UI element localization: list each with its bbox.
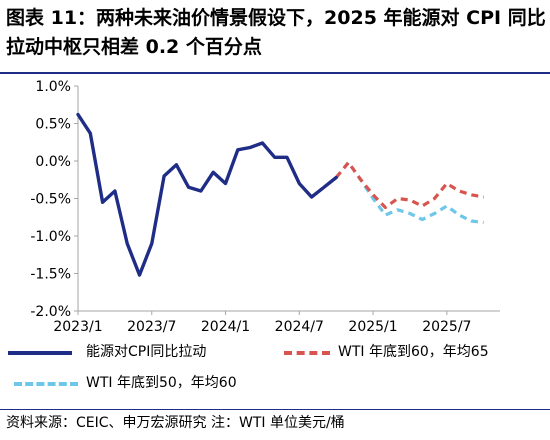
y-tick-label: -2.0% (30, 304, 71, 320)
y-tick-label: 0.0% (35, 154, 71, 170)
x-tick-label: 2024/1 (201, 319, 250, 335)
x-tick-labels: 2023/1 2023/7 2024/1 2024/7 2025/1 2025/7 (53, 319, 471, 335)
series-line-1 (334, 160, 484, 210)
y-tick-label: 0.5% (35, 117, 71, 133)
y-tick-label: -1.0% (30, 229, 71, 245)
chart-title: 图表 11：两种未来油价情景假设下，2025 年能源对 CPI 同比拉动中枢只相… (6, 7, 546, 58)
source-note: 资料来源：CEIC、申万宏源研究 注：WTI 单位美元/桶 (6, 415, 345, 431)
y-tick-labels: 1.0% 0.5% 0.0% -0.5% -1.0% -1.5% -2.0% (30, 79, 71, 320)
title-underline (0, 72, 550, 74)
x-tick-label: 2024/7 (275, 319, 324, 335)
x-tick-label: 2025/1 (348, 319, 397, 335)
y-tick-label: 1.0% (35, 79, 71, 95)
x-tick-label: 2025/7 (422, 319, 471, 335)
chart-axes (74, 85, 500, 315)
x-tick-label: 2023/1 (53, 319, 102, 335)
y-tick-label: -0.5% (30, 192, 71, 208)
y-tick-label: -1.5% (30, 267, 71, 283)
series-lines (76, 112, 484, 277)
series-line-0 (76, 112, 338, 277)
x-tick-label: 2023/7 (127, 319, 176, 335)
footer-rule (0, 409, 550, 410)
